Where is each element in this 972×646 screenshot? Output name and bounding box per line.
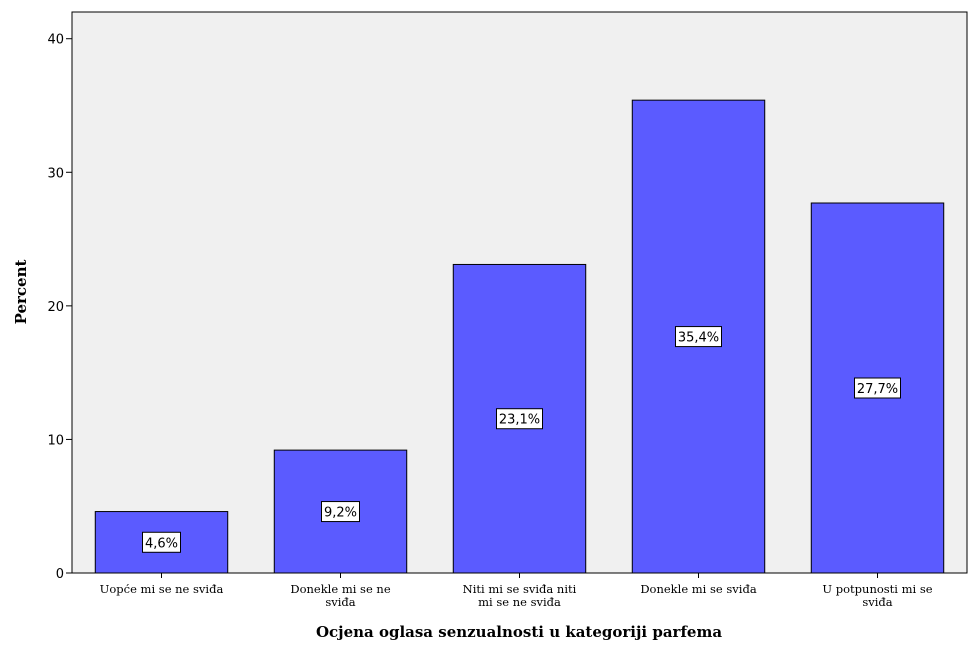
x-tick-label: U potpunosti mi se bbox=[822, 582, 932, 596]
x-axis: Uopće mi se ne sviđa Donekle mi se nesviđ… bbox=[100, 573, 933, 609]
y-tick-label: 30 bbox=[47, 166, 64, 181]
data-label-box bbox=[321, 501, 360, 523]
x-tick-label: Donekle mi se ne bbox=[290, 582, 390, 596]
data-label: 9,2% bbox=[324, 506, 357, 521]
y-axis-title: Percent bbox=[12, 260, 30, 325]
y-tick-label: 10 bbox=[47, 433, 64, 448]
y-tick-label: 0 bbox=[56, 567, 64, 582]
data-label-box bbox=[496, 408, 543, 430]
x-tick-label: Donekle mi se sviđa bbox=[640, 582, 757, 596]
x-axis-title: Ocjena oglasa senzualnosti u kategoriji … bbox=[316, 623, 722, 641]
y-tick-label: 40 bbox=[47, 33, 64, 48]
x-tick-label: Niti mi se sviđa niti bbox=[463, 582, 577, 596]
data-label: 35,4% bbox=[678, 331, 719, 346]
data-label: 27,7% bbox=[857, 382, 898, 397]
x-tick-label: mi se ne sviđa bbox=[478, 595, 561, 609]
data-label: 23,1% bbox=[499, 413, 540, 428]
data-label-box bbox=[675, 326, 722, 348]
data-label: 4,6% bbox=[145, 536, 178, 551]
x-tick-label: Uopće mi se ne sviđa bbox=[100, 582, 224, 596]
x-tick-label: sviđa bbox=[325, 595, 355, 609]
bars-group: 4,6% 9,2% 23,1% 35,4% 27,7% bbox=[94, 99, 945, 574]
data-label-box bbox=[142, 531, 181, 553]
y-axis: 0 10 20 30 40 bbox=[47, 33, 72, 582]
data-label-box bbox=[854, 377, 901, 399]
x-tick-label: sviđa bbox=[862, 595, 892, 609]
y-tick-label: 20 bbox=[47, 300, 64, 315]
